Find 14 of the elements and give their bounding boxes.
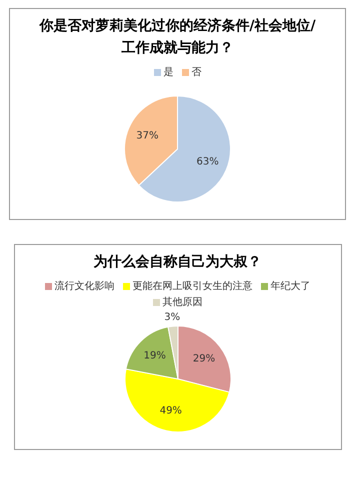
legend-label: 其他原因 bbox=[162, 296, 202, 309]
data-label: 37% bbox=[136, 130, 158, 142]
data-label: 63% bbox=[196, 156, 219, 168]
legend-label: 年纪大了 bbox=[270, 280, 310, 293]
legend-label: 流行文化影响 bbox=[54, 280, 114, 293]
chart-title: 为什么会自称自己为大叔？ bbox=[92, 253, 262, 272]
legend-label: 更能在网上吸引女生的注意 bbox=[132, 280, 252, 293]
legend-label: 否 bbox=[190, 66, 202, 79]
legend-label: 是 bbox=[162, 66, 174, 79]
data-label: 3% bbox=[164, 312, 180, 323]
data-label: 49% bbox=[159, 406, 182, 417]
data-label: 19% bbox=[143, 350, 166, 362]
data-label: 29% bbox=[192, 353, 215, 364]
chart-title: 你是否对萝莉美化过你的经济条件/社会地位/工作成就与能力？ bbox=[38, 16, 317, 58]
